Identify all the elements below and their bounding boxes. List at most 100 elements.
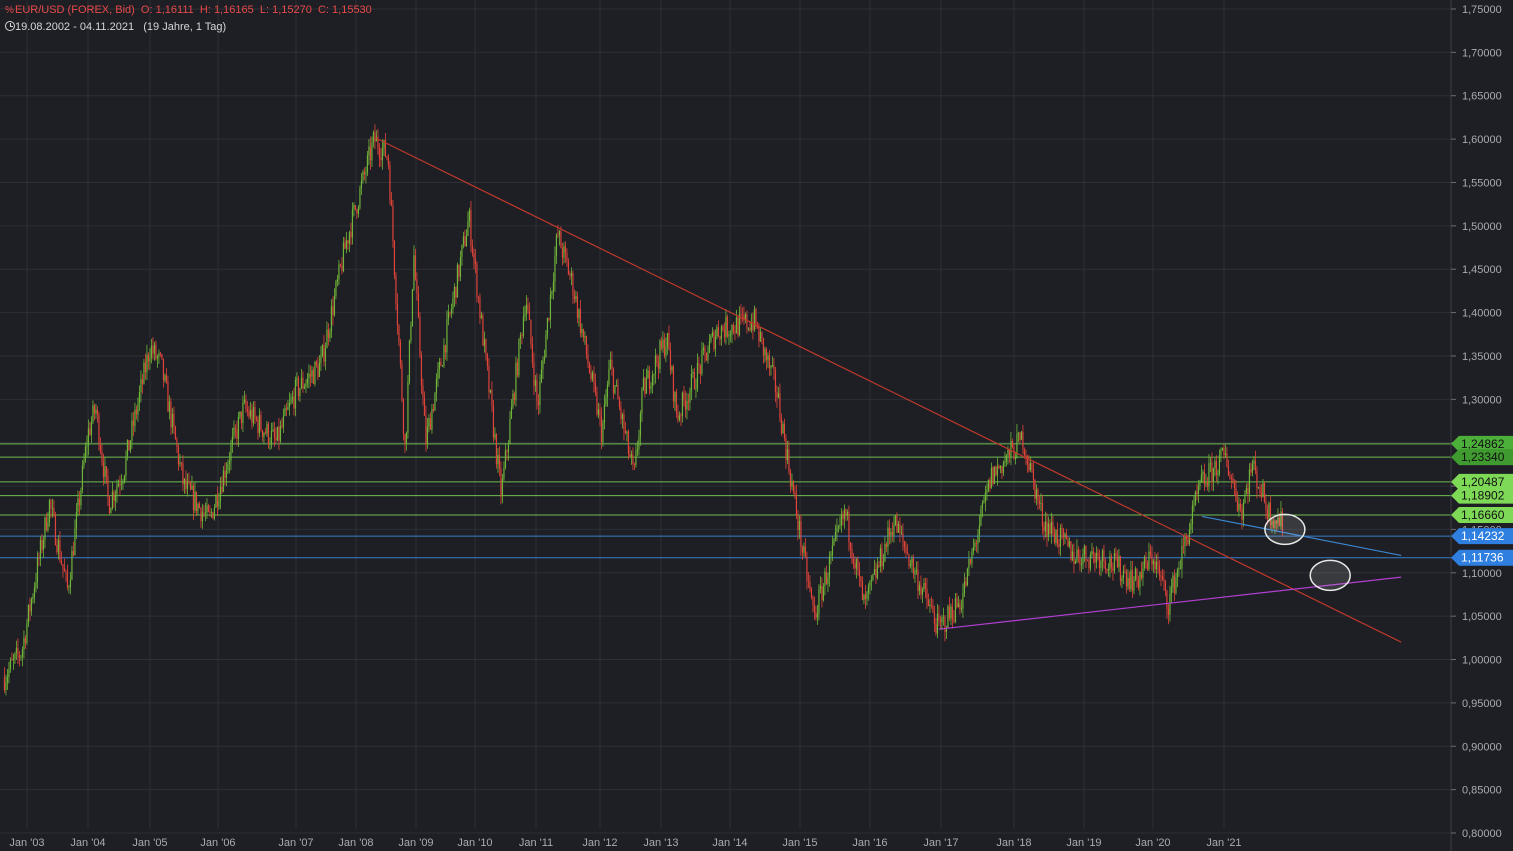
- candle: [198, 501, 201, 509]
- candle-body: [651, 375, 654, 387]
- candle-body: [443, 345, 445, 366]
- candle: [821, 577, 823, 608]
- candle-body: [134, 409, 136, 427]
- candle: [318, 354, 321, 378]
- candle: [252, 401, 255, 427]
- candle: [204, 502, 207, 522]
- candle-body: [245, 399, 247, 409]
- candle-body: [165, 375, 168, 383]
- candle-body: [468, 210, 471, 222]
- candle-body: [1085, 545, 1087, 561]
- candle-body: [1206, 482, 1209, 487]
- candle-body: [950, 606, 952, 619]
- candle-body: [969, 558, 972, 564]
- candle: [977, 529, 979, 554]
- candle-body: [555, 235, 558, 257]
- candle: [497, 448, 499, 473]
- candle-body: [353, 205, 355, 210]
- candle-body: [789, 471, 792, 487]
- candle-body: [261, 430, 264, 437]
- candle: [168, 395, 171, 420]
- candle: [26, 618, 28, 645]
- candle-body: [1226, 453, 1228, 467]
- candle-body: [527, 304, 529, 311]
- candle-body: [314, 361, 316, 385]
- candle: [989, 477, 991, 493]
- candle: [597, 402, 600, 419]
- candle-body: [470, 210, 472, 246]
- candle: [1131, 561, 1134, 598]
- candle-body: [1136, 568, 1138, 580]
- candle-body: [872, 574, 874, 580]
- candle: [864, 584, 867, 610]
- candle: [627, 429, 630, 460]
- candle: [275, 427, 277, 444]
- candle-body: [186, 481, 189, 490]
- candle: [716, 324, 718, 340]
- candle: [498, 446, 501, 477]
- candle-body: [918, 585, 921, 591]
- candle-body: [1137, 579, 1140, 588]
- candle-body: [1205, 482, 1207, 484]
- candle-body: [30, 599, 33, 612]
- candle-body: [851, 548, 853, 559]
- time-tick-label: Jan '07: [278, 837, 313, 849]
- candle: [390, 191, 393, 207]
- candle-body: [782, 423, 784, 434]
- candle-body: [11, 659, 13, 661]
- candle-body: [240, 411, 243, 424]
- candle: [263, 431, 265, 444]
- candle: [878, 560, 880, 569]
- candle: [1104, 558, 1107, 574]
- candle-body: [48, 500, 51, 523]
- candle-body: [1080, 564, 1083, 566]
- candle-body: [825, 571, 828, 585]
- candle-body: [702, 347, 705, 351]
- candle: [465, 229, 468, 247]
- candle: [917, 561, 919, 600]
- candle: [102, 453, 105, 486]
- candle-body: [536, 380, 538, 401]
- candle: [219, 477, 222, 510]
- candle-body: [383, 140, 385, 149]
- candle-body: [1013, 447, 1015, 459]
- candle: [1251, 459, 1254, 477]
- candle: [890, 528, 892, 544]
- candle-body: [254, 406, 256, 418]
- candle-body: [861, 581, 864, 601]
- candle-body: [1029, 462, 1032, 471]
- candle-body: [192, 485, 195, 511]
- candle: [246, 400, 249, 417]
- candle: [518, 338, 520, 378]
- candle: [153, 341, 156, 361]
- candle: [50, 498, 52, 518]
- candle: [189, 480, 192, 491]
- candle-body: [657, 363, 660, 369]
- candle-body: [734, 331, 736, 334]
- candle-body: [264, 432, 267, 434]
- candle-body: [593, 372, 595, 383]
- candle: [317, 356, 319, 381]
- candle-body: [303, 386, 306, 389]
- candle-body: [162, 358, 165, 381]
- candle-body: [275, 437, 277, 441]
- candle: [852, 552, 855, 569]
- candle-body: [1005, 455, 1008, 462]
- candle-body: [1178, 568, 1180, 570]
- candle-body: [95, 409, 97, 414]
- candle-body: [1257, 487, 1260, 489]
- candle: [1089, 551, 1092, 572]
- candle-body: [423, 397, 426, 416]
- candle: [1160, 570, 1162, 587]
- candle-body: [108, 496, 111, 514]
- candle-body: [69, 579, 72, 588]
- candle: [1193, 495, 1195, 512]
- time-axis[interactable]: Jan '03 Jan '04 Jan '05 Jan '06 Jan '07 Jan '…: [9, 837, 1241, 849]
- candle: [987, 479, 990, 493]
- candle-body: [981, 502, 984, 509]
- candle-body: [92, 405, 94, 423]
- time-tick-label: Jan '18: [996, 837, 1031, 849]
- candle-body: [1212, 467, 1215, 483]
- candle: [831, 535, 834, 562]
